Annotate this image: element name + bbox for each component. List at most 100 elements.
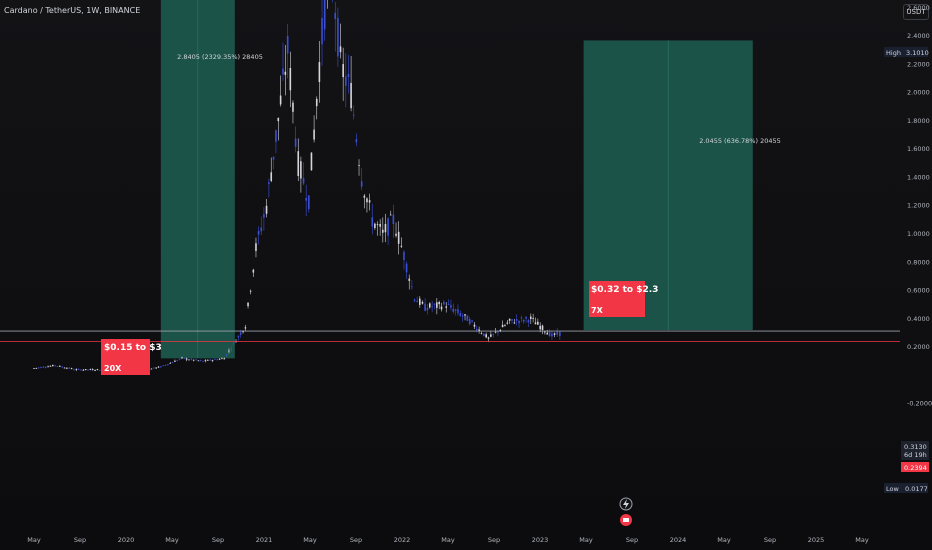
candle-body <box>244 327 247 329</box>
measure-boxes <box>160 0 753 359</box>
candle-body <box>541 325 544 330</box>
currency-button[interactable]: USDT <box>903 4 929 20</box>
x-tick-label: May <box>27 536 41 544</box>
candle-body <box>553 333 556 335</box>
candle-body <box>239 332 242 335</box>
x-tick-label: 2021 <box>256 536 273 544</box>
candle-body <box>395 233 397 236</box>
candle-body <box>315 98 318 107</box>
symbol-title: Cardano / TetherUS, 1W, BINANCE <box>4 6 141 15</box>
candle-body <box>89 369 92 370</box>
candle-body <box>214 359 216 360</box>
candle-body <box>188 359 190 361</box>
candle-body <box>162 365 164 367</box>
candle-body <box>452 308 455 312</box>
earnings-icon[interactable] <box>620 514 632 526</box>
candle-body <box>520 317 523 319</box>
candle-body <box>499 329 502 331</box>
candle-body <box>275 130 277 142</box>
countdown-value: 6d 19h <box>904 451 927 459</box>
candle-body <box>397 231 400 244</box>
candle-body <box>282 68 284 75</box>
candle-body <box>405 263 408 273</box>
candle-body <box>471 320 473 322</box>
y-tick-label: 1.8000 <box>907 117 930 125</box>
candle-body <box>347 73 350 78</box>
candle-body <box>207 359 209 361</box>
candle-body <box>211 360 214 361</box>
x-tick-label: May <box>303 536 317 544</box>
candles <box>33 0 561 373</box>
candle-body <box>345 76 347 86</box>
candle-body <box>70 368 73 370</box>
candle-body <box>218 358 221 360</box>
candle-body <box>152 367 155 369</box>
candle-body <box>313 129 315 140</box>
y-tick-label: 2.0000 <box>907 89 930 97</box>
x-tick-label: May <box>717 536 731 544</box>
high-value: 3.1010 <box>906 49 929 57</box>
candle-body <box>199 360 202 362</box>
candle-body <box>544 331 546 333</box>
candle-body <box>292 102 294 112</box>
candle-body <box>379 224 381 227</box>
candle-body <box>504 325 506 326</box>
candle-body <box>468 319 471 325</box>
note1-line2: 20X <box>104 364 122 373</box>
note2-box[interactable] <box>589 281 645 317</box>
candle-body <box>508 318 511 321</box>
candle-body <box>150 368 153 370</box>
candle-body <box>413 299 416 302</box>
time-axis[interactable]: May Sep 2020 May Sep 2021 May Sep 2022 May Sep 2023… <box>27 536 869 544</box>
candle-body <box>478 329 480 332</box>
candle-body <box>268 182 270 185</box>
candle-body <box>352 114 355 116</box>
candle-body <box>350 82 352 109</box>
candle-body <box>389 214 392 216</box>
candle-body <box>522 319 525 322</box>
x-tick-label: 2024 <box>670 536 687 544</box>
lightning-icon[interactable] <box>619 497 633 511</box>
candle-body <box>443 301 445 305</box>
candle-body <box>181 357 183 359</box>
candle-body <box>44 367 47 368</box>
candle-body <box>337 17 339 57</box>
x-tick-label: Sep <box>212 536 224 544</box>
y-tick-label: 0.4000 <box>907 315 930 323</box>
candle-body <box>339 46 342 53</box>
x-tick-label: Sep <box>74 536 86 544</box>
y-tick-label: 2.4000 <box>907 32 930 40</box>
x-tick-label: May <box>165 536 179 544</box>
note1-line1: $0.15 to $3 <box>104 343 162 353</box>
candle-body <box>284 71 287 75</box>
candle-body <box>167 364 169 366</box>
candle-body <box>457 309 459 314</box>
candle-body <box>197 360 200 362</box>
candle-body <box>334 12 337 19</box>
x-tick-label: May <box>855 536 869 544</box>
note1-box[interactable] <box>101 339 150 375</box>
candle-body <box>416 300 418 303</box>
candle-body <box>272 156 275 160</box>
candle-body <box>176 360 179 361</box>
candle-body <box>546 332 549 335</box>
candle-body <box>255 243 257 251</box>
candle-body <box>358 165 360 166</box>
candle-body <box>403 251 405 261</box>
candle-body <box>539 325 541 330</box>
y-tick-label: 0.6000 <box>907 287 930 295</box>
candle-body <box>247 302 249 307</box>
candle-body <box>183 358 186 359</box>
price-axis[interactable]: 3.20003.00002.80002.60002.40002.20002.00… <box>907 0 932 408</box>
y-tick-label: -0.2000 <box>907 400 932 408</box>
candle-body <box>527 320 530 323</box>
candle-body <box>308 195 310 210</box>
candle-body <box>384 223 387 233</box>
candle-body <box>171 362 174 364</box>
support-price-badge <box>901 462 929 472</box>
candle-body <box>77 369 80 370</box>
x-tick-label: Sep <box>764 536 776 544</box>
candle-body <box>98 369 101 371</box>
